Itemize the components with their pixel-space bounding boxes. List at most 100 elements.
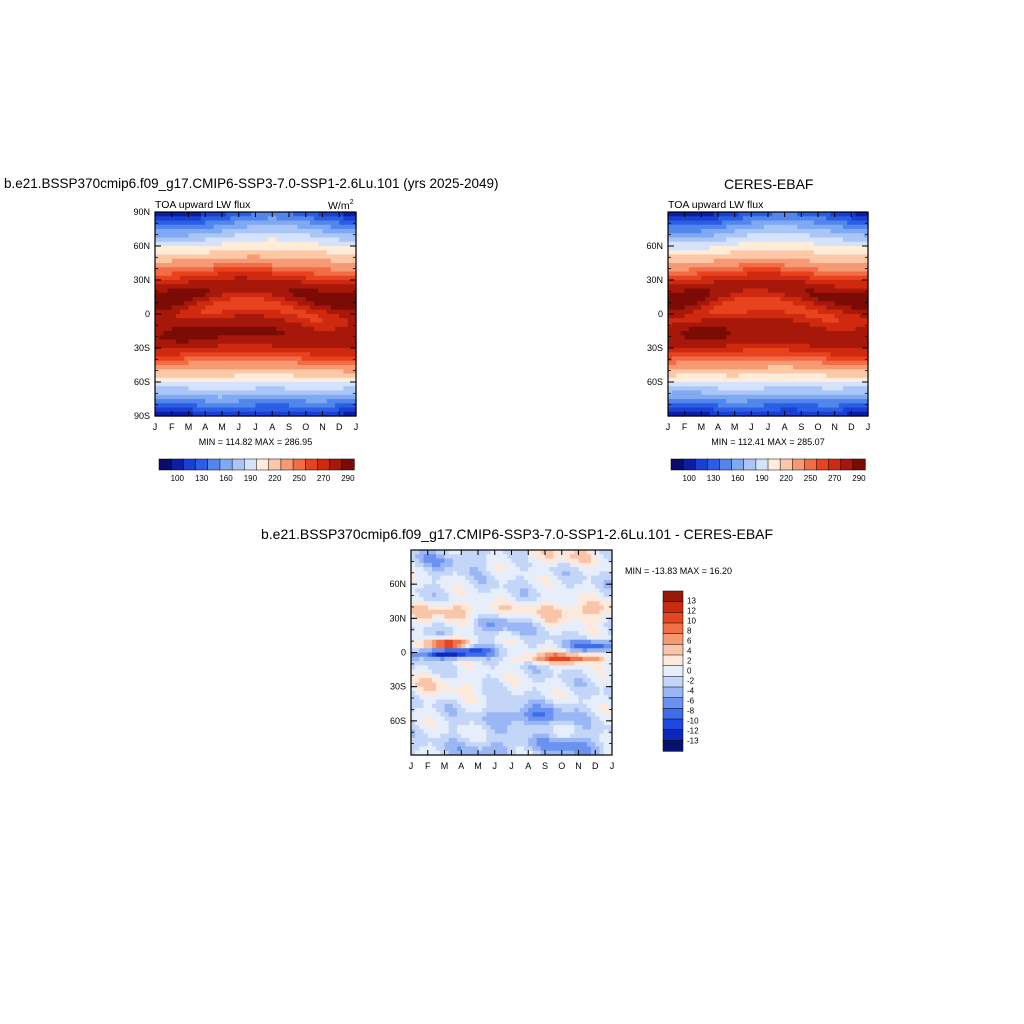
- field-cell: [722, 399, 727, 404]
- field-cell: [192, 407, 198, 413]
- field-cell: [163, 318, 169, 324]
- field-cell: [175, 352, 181, 358]
- field-cell: [351, 250, 357, 256]
- field-cell: [322, 394, 328, 400]
- field-cell: [155, 229, 160, 234]
- field-cell: [705, 271, 711, 277]
- field-cell: [818, 254, 823, 260]
- field-cell: [793, 390, 798, 396]
- field-cell: [234, 339, 240, 345]
- field-cell: [351, 263, 357, 268]
- field-cell: [263, 318, 269, 324]
- field-cell: [242, 390, 248, 396]
- colorbar-label: 190: [755, 474, 769, 483]
- field-cell: [830, 377, 836, 383]
- field-cell: [415, 575, 420, 581]
- field-cell: [684, 382, 690, 387]
- field-cell: [167, 241, 173, 247]
- field-cell: [738, 343, 744, 349]
- field-cell: [863, 292, 869, 298]
- field-cell: [226, 335, 231, 341]
- field-cell: [255, 220, 261, 226]
- field-cell: [205, 352, 211, 358]
- field-cell: [188, 407, 194, 413]
- field-cell: [722, 254, 727, 260]
- field-cell: [797, 267, 802, 273]
- field-cell: [809, 220, 815, 226]
- field-cell: [826, 369, 832, 375]
- field-cell: [184, 263, 190, 268]
- field-cell: [668, 335, 673, 341]
- field-cell: [768, 292, 773, 298]
- field-cell: [301, 224, 307, 230]
- field-cell: [276, 339, 282, 345]
- field-cell: [863, 326, 869, 332]
- field-cell: [297, 250, 303, 256]
- colorbar-swatch: [219, 458, 233, 471]
- field-cell: [793, 326, 798, 332]
- field-cell: [859, 369, 865, 375]
- field-cell: [188, 360, 194, 366]
- field-cell: [330, 220, 336, 226]
- field-cell: [738, 326, 744, 332]
- field-cell: [222, 411, 227, 417]
- field-cell: [163, 373, 169, 379]
- field-cell: [751, 390, 757, 396]
- field-cell: [755, 331, 761, 336]
- field-cell: [801, 326, 807, 332]
- field-cell: [196, 297, 202, 302]
- colorbar-swatch: [804, 458, 818, 471]
- field-cell: [776, 271, 782, 277]
- field-cell: [213, 267, 219, 273]
- field-cell: [305, 382, 311, 387]
- field-cell: [201, 348, 206, 353]
- field-cell: [709, 369, 715, 375]
- field-cell: [268, 390, 273, 396]
- field-cell: [339, 288, 345, 294]
- field-cell: [322, 250, 328, 256]
- field-cell: [822, 241, 827, 247]
- field-cell: [788, 220, 794, 226]
- field-cell: [726, 280, 732, 285]
- field-cell: [847, 237, 852, 243]
- field-cell: [730, 343, 736, 349]
- field-cell: [730, 322, 736, 328]
- field-cell: [855, 297, 861, 302]
- field-cell: [797, 258, 802, 264]
- field-cell: [676, 411, 682, 417]
- colorbar-label: 100: [683, 474, 697, 483]
- field-cell: [238, 403, 244, 409]
- field-cell: [280, 382, 286, 387]
- field-cell: [268, 343, 273, 349]
- field-cell: [192, 254, 198, 260]
- field-cell: [763, 373, 769, 379]
- field-cell: [280, 233, 286, 239]
- field-cell: [738, 377, 744, 383]
- field-cell: [155, 356, 160, 362]
- field-cell: [684, 373, 690, 379]
- field-cell: [184, 216, 190, 222]
- field-cell: [772, 322, 777, 328]
- field-cell: [318, 369, 324, 375]
- field-cell: [196, 237, 202, 243]
- field-cell: [314, 314, 319, 319]
- field-cell: [163, 326, 169, 332]
- field-cell: [788, 339, 794, 345]
- field-cell: [676, 250, 682, 256]
- field-cell: [268, 271, 273, 277]
- field-cell: [188, 399, 194, 404]
- field-cell: [330, 263, 336, 268]
- field-cell: [255, 263, 261, 268]
- field-cell: [668, 369, 673, 375]
- field-cell: [718, 258, 723, 264]
- field-cell: [163, 280, 169, 285]
- field-cell: [301, 348, 307, 353]
- field-cell: [730, 365, 736, 370]
- field-cell: [826, 356, 832, 362]
- field-cell: [247, 411, 252, 417]
- field-cell: [863, 377, 869, 383]
- field-cell: [242, 322, 248, 328]
- field-cell: [259, 399, 265, 404]
- field-cell: [738, 314, 744, 319]
- field-cell: [668, 297, 673, 302]
